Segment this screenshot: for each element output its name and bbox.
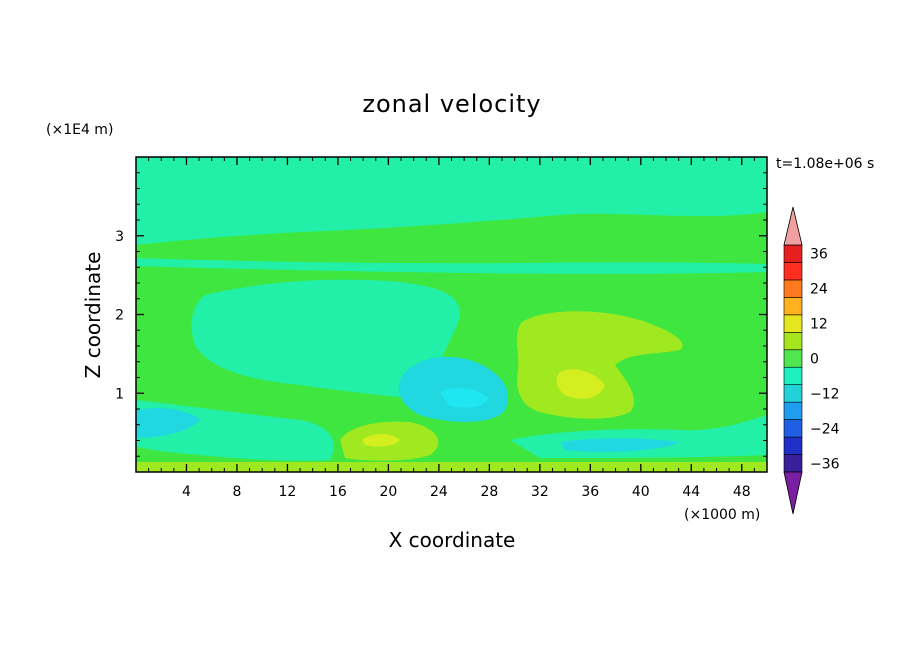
colorbar-segment xyxy=(783,366,803,385)
colorbar-segment xyxy=(783,297,803,316)
x-tick-label: 20 xyxy=(379,484,397,500)
region-bottom-left-cyan xyxy=(136,408,200,438)
region-positive-core xyxy=(556,369,605,399)
colorbar: 36 24 12 0 −12 −24 −36 xyxy=(783,206,840,515)
colorbar-tick-label: −24 xyxy=(810,421,840,437)
colorbar-segment xyxy=(783,332,803,351)
colorbar-segment xyxy=(783,401,803,420)
colorbar-segment xyxy=(783,279,803,298)
region-positive-cell xyxy=(516,311,683,419)
y-tick-label: 3 xyxy=(115,229,124,245)
region-bottom-strip xyxy=(136,462,767,472)
x-tick-label: 36 xyxy=(581,484,599,500)
region-bottom-right-core xyxy=(560,438,680,452)
region-upper-band xyxy=(136,258,767,274)
colorbar-tick-label: 36 xyxy=(810,247,828,263)
colorbar-tick-label: −12 xyxy=(810,386,840,402)
colorbar-segment xyxy=(783,262,803,281)
x-tick-label: 32 xyxy=(531,484,549,500)
x-tick-label: 44 xyxy=(682,484,700,500)
y-axis-ticks: 1 2 3 xyxy=(115,172,767,457)
colorbar-segment xyxy=(783,454,803,473)
time-label: t=1.08e+06 s xyxy=(776,156,874,172)
x-axis-ticks: 4 8 12 16 20 24 28 32 36 40 44 48 xyxy=(148,157,755,500)
region-upper-layer xyxy=(136,157,767,245)
contour-field xyxy=(136,157,767,472)
region-mid-left xyxy=(191,279,460,400)
x-tick-label: 4 xyxy=(182,484,191,500)
x-tick-label: 8 xyxy=(232,484,241,500)
colorbar-segment xyxy=(783,314,803,333)
x-tick-label: 40 xyxy=(632,484,650,500)
x-tick-label: 12 xyxy=(279,484,297,500)
x-tick-label: 24 xyxy=(430,484,448,500)
colorbar-extend-bottom xyxy=(783,471,803,515)
colorbar-tick-label: −36 xyxy=(810,456,840,472)
colorbar-extend-top xyxy=(783,206,803,246)
chart-title: zonal velocity xyxy=(362,90,541,118)
y-unit-label: (×1E4 m) xyxy=(46,122,113,138)
x-tick-label: 16 xyxy=(329,484,347,500)
x-tick-label: 28 xyxy=(480,484,498,500)
colorbar-tick-label: 0 xyxy=(810,352,819,368)
colorbar-tick-label: 12 xyxy=(810,317,828,333)
colorbar-segment xyxy=(783,419,803,438)
x-unit-label: (×1000 m) xyxy=(684,507,760,523)
x-axis-label: X coordinate xyxy=(389,528,516,552)
region-negative-core xyxy=(440,388,488,408)
colorbar-segment xyxy=(783,349,803,368)
colorbar-tick-label: 24 xyxy=(810,282,828,298)
y-tick-label: 2 xyxy=(115,308,124,324)
colorbar-segment xyxy=(783,436,803,455)
colorbar-segment xyxy=(783,384,803,403)
region-surface-core xyxy=(362,434,400,447)
x-tick-label: 48 xyxy=(733,484,751,500)
y-tick-label: 1 xyxy=(115,386,124,402)
region-mid-left-2 xyxy=(323,318,361,340)
y-axis-label: Z coordinate xyxy=(81,252,105,379)
colorbar-segment xyxy=(783,244,803,263)
